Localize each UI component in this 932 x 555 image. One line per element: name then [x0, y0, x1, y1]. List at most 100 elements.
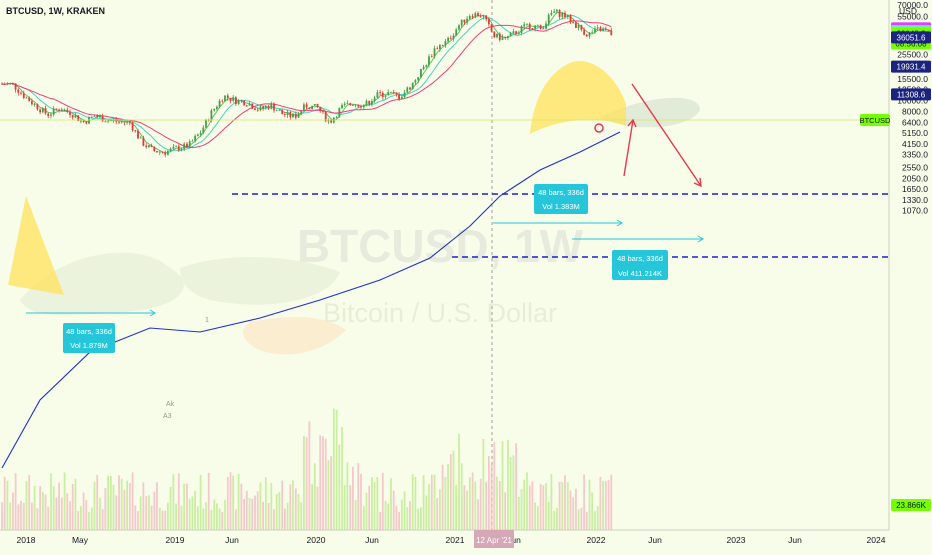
volume-bar [447, 464, 449, 530]
volume-bar [145, 496, 148, 530]
volume-bar [33, 485, 36, 530]
volume-bar [131, 472, 134, 530]
candle [66, 107, 69, 114]
candle [14, 83, 17, 93]
arrow-up-red[interactable] [623, 118, 637, 177]
candle [547, 13, 550, 26]
volume-bar [414, 477, 417, 530]
candle [85, 121, 88, 125]
candle [384, 95, 387, 100]
candle [417, 76, 420, 84]
symbol-header: BTCUSD, 1W, KRAKEN [6, 6, 105, 16]
candle [460, 19, 463, 28]
price-tick-label: 55000.0 [897, 12, 928, 22]
volume-bar [526, 472, 528, 530]
measure-arrow-2[interactable] [572, 235, 704, 243]
candle [509, 31, 512, 37]
time-axis[interactable]: 2018 May 2019 Jun 2020 Jun 2021 Jun 2022 Jun 2023 J… [17, 535, 886, 545]
measure-arrow-3[interactable] [26, 309, 156, 317]
arrow-down-red[interactable] [631, 83, 702, 188]
volume-bar [428, 484, 430, 530]
volume-bar [569, 490, 572, 530]
time-label: Jun [788, 535, 802, 545]
volume-bar [226, 477, 229, 530]
marker-label-ak: Ak [166, 401, 175, 408]
volume-bar [452, 450, 455, 530]
volume-bar [88, 512, 90, 530]
candle [512, 28, 515, 35]
volume-bar [237, 474, 240, 530]
volume-bar [384, 500, 387, 530]
volume-bar [137, 511, 139, 530]
volume-bar [433, 474, 436, 530]
candle [235, 96, 237, 106]
candle [610, 27, 613, 36]
candle [507, 35, 509, 41]
candle [327, 118, 330, 125]
volume-bar [69, 501, 71, 530]
volume-bar [77, 511, 80, 530]
candle [553, 8, 556, 13]
candlesticks[interactable] [1, 8, 613, 158]
volume-bar [194, 490, 196, 530]
measure-box-right[interactable]: 48 bars, 336d Vol 411.214K [612, 250, 668, 280]
volume-bar [588, 479, 591, 530]
candle [411, 82, 414, 90]
candle [414, 79, 417, 85]
candle [145, 143, 148, 149]
candle [74, 112, 77, 119]
price-badges: 44028.943253.840974.639048.208:56:083605… [891, 21, 931, 511]
volume-bar [577, 509, 580, 530]
measure-box-left-vol: Vol 1.879M [70, 341, 108, 350]
volume-bar [553, 510, 556, 530]
volume-bar [275, 494, 278, 530]
candle [420, 68, 422, 79]
watermark-symbol: BTCUSD, 1W [297, 220, 584, 272]
candle [47, 112, 50, 119]
measure-box-mid[interactable]: 48 bars, 336d Vol 1.383M [534, 184, 588, 214]
volume-bar [493, 441, 496, 530]
measure-arrow-1[interactable] [493, 219, 623, 227]
candle [256, 107, 259, 112]
volume-bar [558, 481, 561, 530]
candle [534, 25, 536, 32]
candle [60, 107, 63, 112]
volume-bar [52, 486, 55, 530]
candle [229, 97, 232, 104]
volume-bar [183, 483, 186, 530]
volume-bar [71, 484, 74, 530]
time-label: 2018 [17, 535, 36, 545]
candle [284, 112, 286, 118]
candle [433, 45, 436, 59]
volume-bar [104, 488, 107, 530]
volume-bar [583, 474, 585, 530]
volume-bar [248, 497, 251, 530]
candle [422, 64, 425, 71]
volume-bar [17, 504, 20, 530]
volume-bar [281, 480, 284, 530]
candle [594, 25, 596, 34]
measure-box-left[interactable]: 48 bars, 336d Vol 1.879M [63, 323, 115, 353]
candle [403, 89, 406, 99]
candle [248, 101, 251, 106]
volume-bar [31, 502, 33, 530]
volume-bar [224, 499, 226, 530]
volume-bar [313, 463, 316, 530]
volume-bar [610, 474, 613, 530]
price-badge-label: 19931.4 [897, 63, 926, 72]
volume-bar [349, 485, 352, 530]
ticker-tag[interactable]: BTCUSD [860, 114, 891, 126]
volume-bar [85, 500, 88, 530]
candle [360, 104, 362, 110]
candle [526, 23, 528, 26]
volume-bar [213, 499, 216, 530]
price-tick-label: 1650.0 [902, 184, 928, 194]
marker-circle[interactable] [594, 123, 604, 133]
candle [572, 19, 575, 24]
volume-bar [254, 495, 256, 530]
candle [458, 24, 460, 31]
volume-bar [300, 502, 303, 530]
volume-bar [191, 496, 194, 530]
